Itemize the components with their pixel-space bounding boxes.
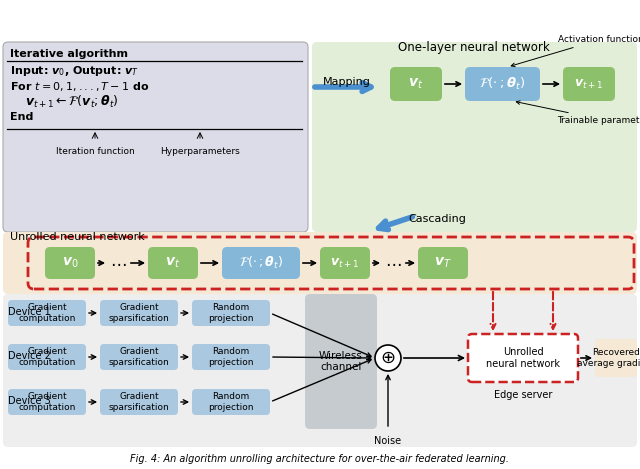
Text: Input: $\boldsymbol{v}_0$, Output: $\boldsymbol{v}_T$: Input: $\boldsymbol{v}_0$, Output: $\bol… — [10, 64, 139, 78]
FancyBboxPatch shape — [390, 67, 442, 101]
Text: Gradient
computation: Gradient computation — [19, 392, 76, 412]
Text: Random
projection: Random projection — [208, 348, 253, 367]
FancyBboxPatch shape — [3, 42, 308, 232]
Text: $\cdots$: $\cdots$ — [385, 254, 401, 272]
FancyBboxPatch shape — [8, 344, 86, 370]
Text: $\cdots$: $\cdots$ — [109, 254, 126, 272]
Text: Device 1: Device 1 — [8, 307, 51, 317]
FancyBboxPatch shape — [192, 344, 270, 370]
FancyBboxPatch shape — [465, 67, 540, 101]
FancyBboxPatch shape — [45, 247, 95, 279]
Circle shape — [375, 345, 401, 371]
Text: Fig. 4: An algorithm unrolling architecture for over-the-air federated learning.: Fig. 4: An algorithm unrolling architect… — [131, 454, 509, 464]
Text: $\mathcal{F}(\cdot\,;\boldsymbol{\theta}_t)$: $\mathcal{F}(\cdot\,;\boldsymbol{\theta}… — [479, 76, 525, 92]
Text: Activation function: Activation function — [511, 35, 640, 67]
FancyBboxPatch shape — [305, 294, 377, 429]
Text: Noise: Noise — [374, 436, 401, 446]
Text: $\mathcal{F}(\cdot\,;\boldsymbol{\theta}_t)$: $\mathcal{F}(\cdot\,;\boldsymbol{\theta}… — [239, 255, 283, 271]
Text: $\boldsymbol{v}_{t+1}$: $\boldsymbol{v}_{t+1}$ — [330, 257, 360, 270]
Text: Gradient
computation: Gradient computation — [19, 303, 76, 323]
FancyBboxPatch shape — [192, 389, 270, 415]
FancyBboxPatch shape — [418, 247, 468, 279]
Text: $\boldsymbol{v}_T$: $\boldsymbol{v}_T$ — [434, 256, 452, 270]
Text: Device 2: Device 2 — [8, 351, 51, 361]
Text: Random
projection: Random projection — [208, 303, 253, 323]
FancyBboxPatch shape — [312, 42, 637, 232]
FancyBboxPatch shape — [563, 67, 615, 101]
Text: Wireless
channel: Wireless channel — [319, 351, 363, 372]
FancyBboxPatch shape — [595, 339, 637, 377]
FancyBboxPatch shape — [100, 344, 178, 370]
FancyBboxPatch shape — [3, 294, 637, 447]
Text: Gradient
sparsification: Gradient sparsification — [109, 392, 170, 412]
Text: $\boldsymbol{v}_t$: $\boldsymbol{v}_t$ — [408, 77, 424, 91]
Text: Random
projection: Random projection — [208, 392, 253, 412]
Text: $\boldsymbol{v}_{t+1}$: $\boldsymbol{v}_{t+1}$ — [575, 77, 604, 91]
Text: Unrolled neural network: Unrolled neural network — [10, 232, 145, 242]
Text: $\boldsymbol{v}_t$: $\boldsymbol{v}_t$ — [165, 256, 180, 270]
Text: Mapping: Mapping — [323, 77, 371, 87]
Text: Iteration function: Iteration function — [56, 147, 134, 156]
FancyBboxPatch shape — [100, 389, 178, 415]
Text: Cascading: Cascading — [408, 214, 466, 224]
Text: End: End — [10, 112, 33, 122]
Text: Gradient
computation: Gradient computation — [19, 348, 76, 367]
Text: $\oplus$: $\oplus$ — [380, 349, 396, 367]
FancyBboxPatch shape — [8, 389, 86, 415]
Text: $\boldsymbol{v}_{t+1}\leftarrow\mathcal{F}(\boldsymbol{v}_t;\boldsymbol{\theta}_: $\boldsymbol{v}_{t+1}\leftarrow\mathcal{… — [25, 94, 119, 110]
FancyBboxPatch shape — [320, 247, 370, 279]
FancyBboxPatch shape — [468, 334, 578, 382]
Text: Unrolled
neural network: Unrolled neural network — [486, 347, 560, 369]
FancyBboxPatch shape — [8, 300, 86, 326]
Text: One-layer neural network: One-layer neural network — [398, 40, 550, 53]
Text: Gradient
sparsification: Gradient sparsification — [109, 303, 170, 323]
FancyBboxPatch shape — [3, 232, 637, 294]
Text: Device 3: Device 3 — [8, 396, 51, 406]
Text: For $t=0,1,...,T-1$ do: For $t=0,1,...,T-1$ do — [10, 80, 150, 92]
FancyBboxPatch shape — [222, 247, 300, 279]
Text: Recovered
average gradient: Recovered average gradient — [577, 348, 640, 368]
Text: Gradient
sparsification: Gradient sparsification — [109, 348, 170, 367]
Text: Edge server: Edge server — [494, 390, 552, 400]
Text: $\boldsymbol{v}_0$: $\boldsymbol{v}_0$ — [61, 256, 78, 270]
FancyBboxPatch shape — [148, 247, 198, 279]
Text: Hyperparameters: Hyperparameters — [160, 147, 240, 156]
FancyBboxPatch shape — [100, 300, 178, 326]
Text: Iterative algorithm: Iterative algorithm — [10, 49, 128, 59]
FancyBboxPatch shape — [192, 300, 270, 326]
Text: Trainable parameters: Trainable parameters — [516, 101, 640, 125]
